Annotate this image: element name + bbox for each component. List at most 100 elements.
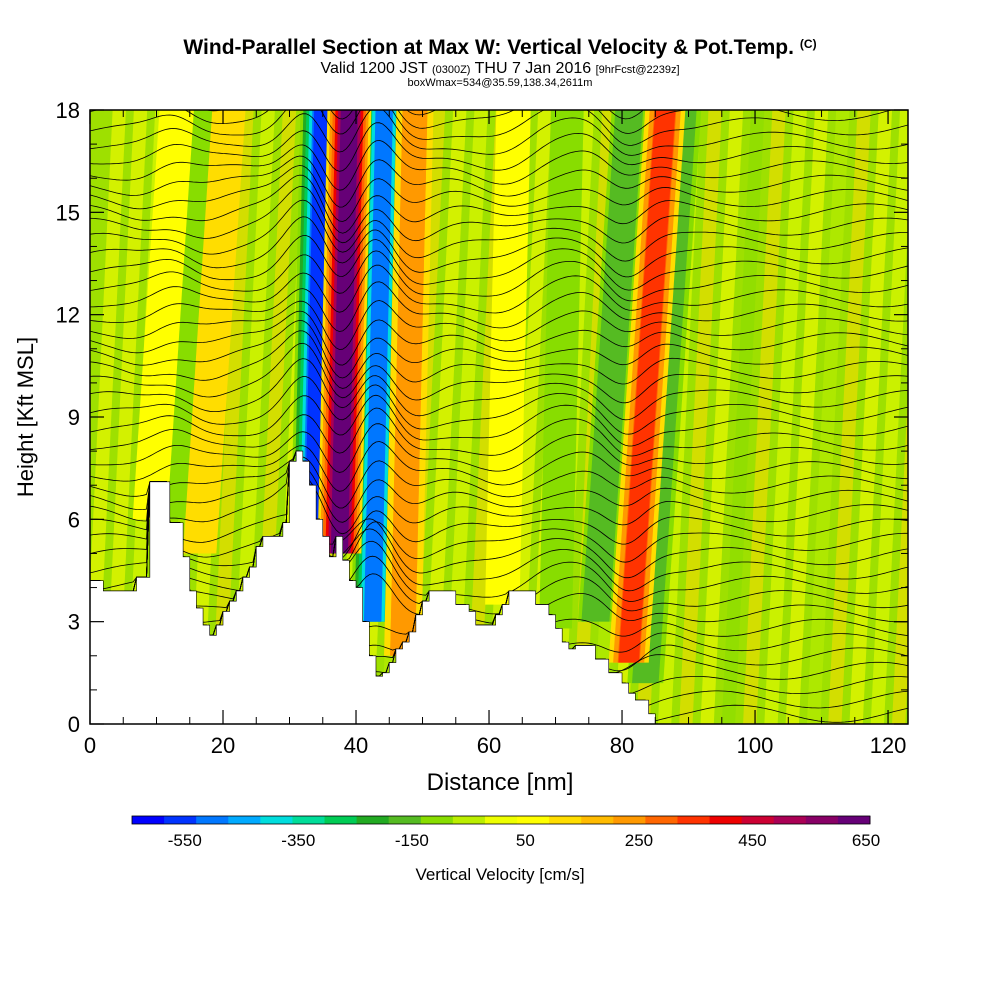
x-tick-label: 120 — [870, 733, 907, 758]
theta-contour — [90, 235, 908, 291]
terrain — [90, 451, 908, 724]
theta-contour — [90, 450, 908, 615]
theta-contour — [90, 450, 908, 579]
colorbar-tick-label: 450 — [738, 831, 766, 850]
theta-contour — [90, 450, 908, 559]
theta-contour — [90, 450, 908, 602]
updraft-band — [618, 110, 676, 663]
theta-contour — [90, 423, 908, 473]
texture-band — [104, 110, 148, 724]
x-axis-label: Distance [nm] — [427, 769, 574, 796]
theta-contour — [90, 394, 908, 447]
chart-title-text: Wind-Parallel Section at Max W: Vertical… — [183, 36, 794, 59]
colorbar-swatch — [196, 816, 229, 824]
downdraft-band — [304, 110, 330, 520]
colorbar-swatch — [677, 816, 711, 824]
theta-contour — [90, 165, 908, 222]
colorbar-swatch — [549, 816, 582, 824]
colorbar-swatch — [420, 816, 454, 824]
updraft-band — [183, 110, 246, 554]
theta-contour — [90, 310, 908, 366]
colorbar-swatch — [581, 816, 614, 824]
theta-contour — [90, 185, 908, 244]
colorbar-swatch — [613, 816, 646, 824]
texture-band — [700, 110, 744, 724]
y-tick-label: 3 — [68, 610, 80, 635]
colorbar-tick-label: -150 — [395, 831, 429, 850]
theta-contour — [90, 264, 908, 314]
chart-title: Wind-Parallel Section at Max W: Vertical… — [0, 36, 1000, 60]
theta-contour — [90, 281, 908, 332]
theta-contour — [90, 450, 908, 563]
theta-contour — [90, 139, 908, 191]
theta-contour — [90, 30, 908, 88]
colorbar-tick-label: 250 — [625, 831, 653, 850]
theta-contour — [90, 407, 908, 457]
x-tick-label: 100 — [737, 733, 774, 758]
colorbar-swatch — [388, 816, 422, 824]
colorbar-frame — [131, 815, 871, 825]
downdraft-band — [364, 110, 393, 622]
copyright-mark: (C) — [799, 37, 817, 51]
theta-contour — [90, 300, 908, 350]
colorbar-swatch — [452, 816, 486, 824]
colorbar-swatch — [228, 816, 261, 824]
texture-band — [423, 110, 467, 724]
colorbar-swatch — [356, 816, 390, 824]
x-tick-label: 40 — [344, 733, 368, 758]
texture-band — [806, 110, 850, 724]
texture-band — [892, 389, 908, 724]
y-axis-label: Height [Kft MSL] — [13, 337, 38, 497]
y-tick-label: 15 — [56, 200, 80, 225]
colorbar-swatch — [837, 816, 871, 824]
theta-contours — [90, 30, 908, 723]
theta-contour — [90, 376, 908, 435]
theta-contour — [90, 319, 908, 379]
plot-area — [90, 30, 956, 724]
y-tick-label: 6 — [68, 507, 80, 532]
y-tick-label: 12 — [56, 303, 80, 328]
theta-contour — [90, 174, 908, 234]
theta-contour — [90, 199, 908, 262]
colorbar-swatch — [709, 816, 743, 824]
colorbar-swatch — [645, 816, 678, 824]
colorbar: -550 -350 -150 50 250 450 650 — [131, 815, 880, 850]
texture-band — [764, 110, 807, 724]
theta-contour — [90, 122, 908, 172]
theta-contour — [90, 450, 908, 509]
colorbar-swatch — [773, 816, 807, 824]
colorbar-label: Vertical Velocity [cm/s] — [415, 865, 584, 884]
texture-band — [445, 110, 488, 724]
texture-band — [849, 110, 893, 724]
texture-band — [743, 110, 786, 724]
x-tick-label: 60 — [477, 733, 501, 758]
colorbar-swatch — [517, 816, 550, 824]
velocity-plumes — [132, 110, 702, 684]
theta-contour — [90, 330, 908, 389]
chart-subtitle: Valid 1200 JST (0300Z) THU 7 Jan 2016 [9… — [0, 60, 1000, 78]
colorbar-tick-label: 50 — [516, 831, 535, 850]
valid-date: THU 7 Jan 2016 — [474, 60, 592, 77]
box-wmax-info: boxWmax=534@35.59,138.34,2611m — [407, 77, 593, 89]
x-tick-label: 0 — [84, 733, 96, 758]
y-tick-label: 9 — [68, 405, 80, 430]
updraft-band — [132, 110, 194, 520]
theta-contour — [90, 42, 908, 101]
utc-time: (0300Z) — [431, 64, 471, 76]
updraft-band — [332, 110, 357, 554]
colorbar-swatch — [164, 816, 197, 824]
terrain-outline — [90, 450, 908, 724]
texture-band — [913, 110, 956, 724]
theta-contour — [90, 110, 894, 134]
colorbar-swatch — [484, 816, 518, 824]
theta-contour — [90, 450, 908, 535]
colorbar-swatch — [741, 816, 775, 824]
y-tick-label: 0 — [68, 712, 80, 737]
texture-band — [232, 110, 275, 724]
axis-ticks: 0 20 40 60 80 100 120 0 3 6 9 12 15 18 — [56, 98, 908, 758]
colorbar-tick-label: -550 — [168, 831, 202, 850]
colorbar-swatch — [132, 816, 165, 824]
theta-contour — [90, 110, 908, 156]
colorbar-swatch — [805, 816, 839, 824]
